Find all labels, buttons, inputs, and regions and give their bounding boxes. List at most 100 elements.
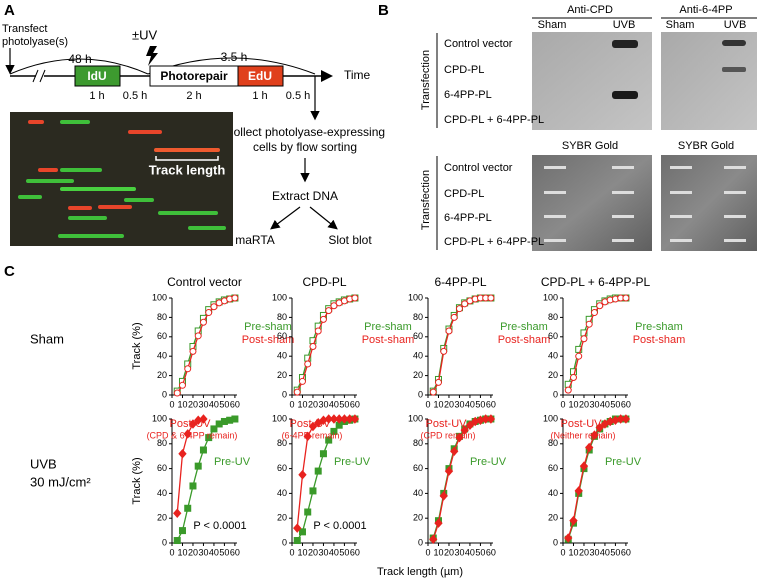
data-point (231, 415, 239, 423)
duration: 0.5 h (286, 90, 310, 102)
step: Collect photolyase-expressing (225, 125, 385, 139)
y-tick-label: 60 (277, 463, 287, 473)
x-tick-label: 20 (188, 547, 198, 557)
data-point (173, 389, 181, 397)
row-group-label: Transfection (420, 50, 432, 110)
y-tick-label: 40 (548, 488, 558, 498)
x-tick-label: 0 (289, 399, 294, 409)
x-tick-label: 20 (444, 399, 454, 409)
x-tick-label: 40 (329, 547, 339, 557)
y-tick-label: 100 (543, 413, 558, 423)
y-tick-label: 20 (413, 370, 423, 380)
data-point (429, 388, 437, 396)
row-label: CPD-PL + 6-4PP-PL (444, 236, 544, 248)
data-point (189, 482, 197, 490)
treatment-label: UVB (724, 19, 747, 31)
data-point (293, 523, 302, 533)
y-tick-label: 80 (277, 438, 287, 448)
series-label: Pre-sham (364, 321, 412, 333)
x-tick-label: 20 (308, 547, 318, 557)
x-tick-label: 30 (589, 547, 599, 557)
data-point (298, 470, 307, 480)
duration: 1 h (89, 90, 104, 102)
treatment-label: Sham (666, 19, 695, 31)
data-point (455, 305, 463, 313)
series-label: Pre-UV (605, 456, 642, 468)
data-point (330, 427, 338, 435)
series-label: Pre-UV (214, 456, 251, 468)
idu-box (74, 65, 121, 87)
edu-box (237, 65, 284, 87)
data-point (440, 347, 448, 355)
x-tick-label: 30 (454, 399, 464, 409)
data-point (189, 347, 197, 355)
y-tick-label: 20 (277, 513, 287, 523)
y-tick-label: 100 (272, 413, 287, 423)
interval-label: 48 h (68, 52, 91, 66)
data-point (184, 504, 192, 512)
y-tick-label: 60 (548, 463, 558, 473)
series-label: Post-UV (426, 418, 468, 430)
row-label: 6-4PP-PL (444, 89, 492, 101)
x-tick-label: 30 (589, 399, 599, 409)
series-label: Post-sham (242, 334, 295, 346)
data-point (579, 461, 589, 471)
step: Extract DNA (272, 189, 338, 203)
data-point (325, 436, 333, 444)
x-tick-label: 30 (198, 547, 208, 557)
row-label: UVB (30, 456, 57, 471)
y-tick-label: 0 (553, 389, 558, 399)
x-tick-label: 30 (454, 547, 464, 557)
y-tick-label: 100 (152, 413, 167, 423)
x-tick-label: 50 (339, 399, 349, 409)
data-point (309, 487, 317, 495)
x-tick-label: 60 (486, 399, 496, 409)
y-tick-label: 40 (548, 351, 558, 361)
data-point (487, 294, 495, 302)
row-label: Sham (30, 331, 64, 346)
arrow (309, 206, 338, 230)
x-tick-label: 20 (579, 547, 589, 557)
data-point (293, 537, 301, 545)
y-tick-label: 60 (277, 331, 287, 341)
x-tick-label: 30 (318, 547, 328, 557)
x-tick-label: 20 (308, 399, 318, 409)
y-tick-label: 0 (282, 389, 287, 399)
data-point (298, 377, 306, 385)
interval-label: 3.5 h (221, 50, 248, 64)
x-tick-label: 50 (339, 547, 349, 557)
x-tick-label: 50 (475, 547, 485, 557)
y-tick-label: 0 (162, 389, 167, 399)
chart-title: 6-4PP-PL (434, 275, 486, 289)
data-point (590, 430, 599, 440)
data-point (314, 327, 322, 335)
y-tick-label: 80 (157, 312, 167, 322)
row-group-label: Transfection (420, 170, 432, 230)
x-tick-label: 60 (621, 547, 631, 557)
x-tick-label: 0 (560, 399, 565, 409)
data-point (434, 378, 442, 386)
data-point (173, 537, 181, 545)
series-label: Post-sham (633, 334, 686, 346)
y-tick-label: 80 (277, 312, 287, 322)
y-tick-label: 100 (272, 292, 287, 302)
x-tick-label: 10 (433, 547, 443, 557)
y-axis-label: Track (%) (131, 322, 143, 369)
y-tick-label: 20 (157, 370, 167, 380)
y-tick-label: 60 (157, 331, 167, 341)
output: Slot blot (328, 233, 372, 247)
y-tick-label: 40 (413, 488, 423, 498)
blot-image (532, 32, 757, 251)
y-tick-label: 0 (418, 537, 423, 547)
chart-title: CPD-PL (302, 275, 346, 289)
data-point (564, 386, 572, 394)
x-axis-label: Track length (µm) (377, 566, 463, 578)
y-tick-label: 40 (157, 488, 167, 498)
stain-label: SYBR Gold (562, 140, 618, 152)
data-point (205, 434, 213, 442)
x-tick-label: 10 (177, 399, 187, 409)
data-point (231, 294, 239, 302)
x-tick-label: 30 (318, 399, 328, 409)
x-tick-label: 60 (486, 547, 496, 557)
data-point (455, 432, 464, 443)
